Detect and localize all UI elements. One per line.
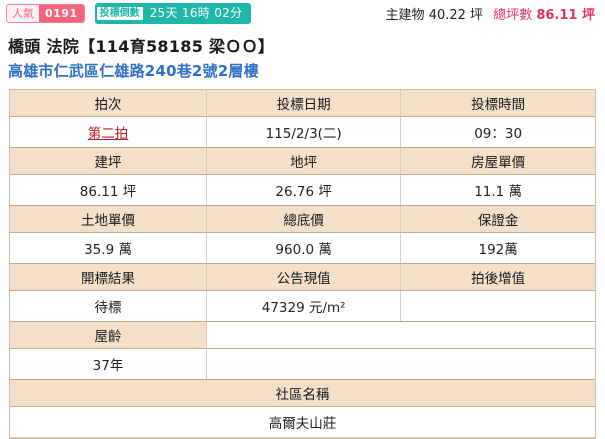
cell-land-ping: 26.76 坪 (206, 174, 402, 206)
badge-group: 人氣 0191 投標倒數 25天 16時 02分 (6, 3, 252, 24)
property-info-table: 拍次 投標日期 投標時間 第二拍 115/2/3(二) 09：30 建坪 地坪 … (10, 90, 595, 438)
cell-deposit: 192萬 (400, 232, 595, 264)
countdown-label: 投標倒數 (96, 7, 143, 20)
main-building-value: 40.22 坪 (428, 8, 484, 23)
cell-post-auction-gain (400, 290, 595, 322)
col-header-announced-value: 公告現值 (206, 263, 402, 291)
cell-land-unit-price: 35.9 萬 (10, 232, 208, 264)
table-header-row: 土地單價 總底價 保證金 (10, 205, 595, 233)
table-row-community: 高爾夫山莊 (10, 406, 595, 438)
col-header-post-auction-gain: 拍後增值 (400, 263, 595, 291)
popularity-value: 0191 (39, 5, 84, 22)
col-header-bid-result: 開標結果 (10, 263, 208, 291)
cell-total-base-price: 960.0 萬 (206, 232, 402, 264)
col-header-bid-time: 投標時間 (400, 90, 595, 117)
cell-building-ping: 86.11 坪 (10, 174, 208, 206)
col-header-auction-round: 拍次 (10, 90, 208, 117)
cell-bid-time: 09：30 (400, 116, 595, 148)
popularity-label: 人氣 (12, 7, 34, 20)
col-header-total-base-price: 總底價 (206, 205, 402, 233)
cell-house-age: 37年 (10, 348, 208, 380)
cell-bid-date: 115/2/3(二) (206, 116, 402, 148)
col-header-land-ping: 地坪 (206, 147, 402, 175)
cell-announced-value: 47329 元/m² (206, 290, 402, 322)
auction-round-link[interactable]: 第二拍 (87, 126, 129, 142)
col-header-bid-date: 投標日期 (206, 90, 402, 117)
cell-auction-round: 第二拍 (10, 116, 208, 148)
table-row: 35.9 萬 960.0 萬 192萬 (10, 232, 595, 264)
cell-community-name: 高爾夫山莊 (10, 406, 595, 438)
table-header-row: 拍次 投標日期 投標時間 (10, 90, 595, 117)
cell-bid-result: 待標 (10, 290, 208, 322)
table-header-row: 建坪 地坪 房屋單價 (10, 147, 595, 175)
total-ping-label: 總坪數 (493, 8, 533, 23)
court-case-title: 橋頭 法院【114育58185 梁ＯＯ】 (8, 37, 275, 56)
col-header-house-unit-price: 房屋單價 (400, 147, 595, 175)
popularity-badge: 人氣 0191 (6, 4, 85, 23)
col-header-house-age: 屋齡 (10, 321, 208, 349)
col-header-community-name: 社區名稱 (10, 379, 595, 407)
property-info-table-wrapper: 拍次 投標日期 投標時間 第二拍 115/2/3(二) 09：30 建坪 地坪 … (9, 89, 596, 439)
table-header-row-community: 社區名稱 (10, 379, 595, 407)
table-row: 86.11 坪 26.76 坪 11.1 萬 (10, 174, 595, 206)
col-header-deposit: 保證金 (400, 205, 595, 233)
col-header-land-unit-price: 土地單價 (10, 205, 208, 233)
table-header-row: 屋齡 (10, 321, 595, 349)
table-row: 待標 47329 元/m² (10, 290, 595, 322)
cell-house-unit-price: 11.1 萬 (400, 174, 595, 206)
cell-blank (206, 348, 595, 380)
table-header-row: 開標結果 公告現值 拍後增值 (10, 263, 595, 291)
col-header-building-ping: 建坪 (10, 147, 208, 175)
countdown-value: 25天 16時 02分 (149, 6, 243, 20)
total-ping-value: 86.11 坪 (536, 8, 595, 23)
main-building-label: 主建物 (385, 8, 425, 23)
countdown-badge: 投標倒數 25天 16時 02分 (94, 3, 252, 24)
area-summary: 主建物 40.22 坪 總坪數 86.11 坪 (386, 4, 595, 23)
property-address[interactable]: 高雄市仁武區仁雄路240巷2號2層樓 (8, 62, 259, 80)
col-header-blank (206, 321, 595, 349)
table-row: 第二拍 115/2/3(二) 09：30 (10, 116, 595, 148)
top-status-bar: 人氣 0191 投標倒數 25天 16時 02分 主建物 40.22 坪 總坪數… (0, 0, 605, 29)
table-row: 37年 (10, 348, 595, 380)
